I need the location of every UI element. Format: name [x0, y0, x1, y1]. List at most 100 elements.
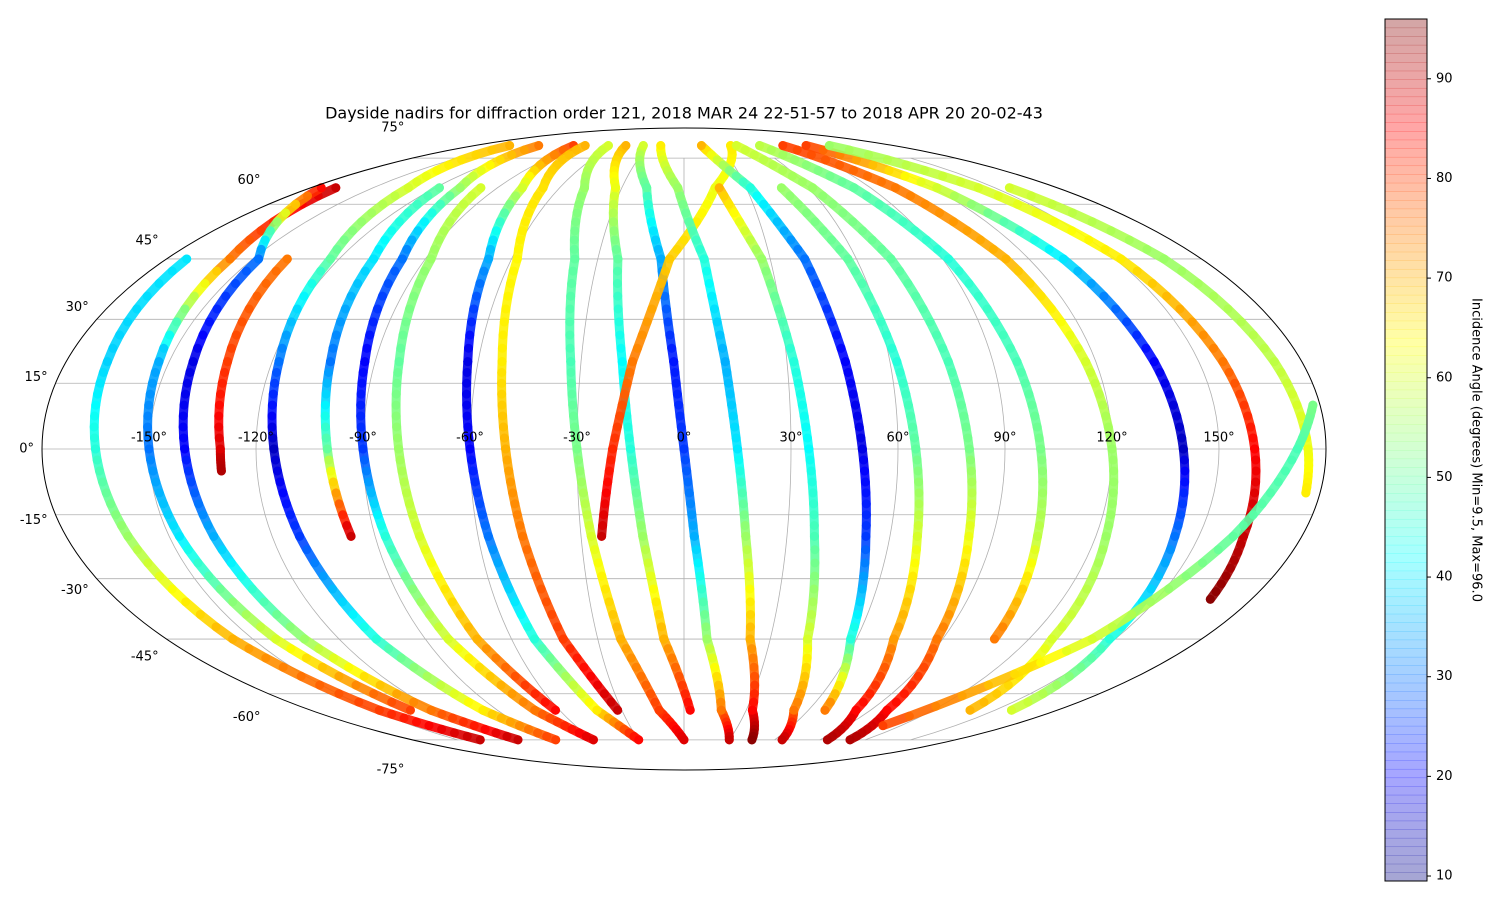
- nadir-point: [659, 635, 668, 644]
- nadir-point: [463, 357, 472, 366]
- nadir-point: [394, 445, 403, 454]
- nadir-point: [180, 445, 189, 454]
- nadir-point: [398, 254, 407, 263]
- nadir-point: [747, 735, 756, 744]
- nadir-point: [944, 254, 953, 263]
- nadir-point: [217, 466, 226, 475]
- nadir-point: [891, 183, 900, 192]
- nadir-point: [964, 532, 973, 541]
- nadir-point: [347, 532, 356, 541]
- y-tick-label: 60°: [238, 173, 261, 188]
- nadir-point: [189, 357, 198, 366]
- colorbar-step: [1385, 217, 1427, 226]
- nadir-point: [444, 635, 453, 644]
- nadir-point: [686, 706, 695, 715]
- colorbar-step: [1385, 347, 1427, 356]
- y-tick-label: 75°: [381, 121, 404, 136]
- nadir-point: [732, 141, 741, 150]
- x-tick-label: 60°: [886, 431, 909, 446]
- nadir-point: [861, 532, 870, 541]
- nadir-point: [359, 445, 368, 454]
- colorbar-step: [1385, 433, 1427, 442]
- colorbar-step: [1385, 372, 1427, 381]
- nadir-point: [913, 532, 922, 541]
- nadir-point: [326, 254, 335, 263]
- colorbar-step: [1385, 605, 1427, 614]
- nadir-point: [748, 706, 757, 715]
- nadir-point: [1033, 532, 1042, 541]
- nadir-point: [741, 532, 750, 541]
- x-tick-label: -30°: [563, 431, 591, 446]
- nadir-point: [725, 735, 734, 744]
- nadir-point: [849, 183, 858, 192]
- nadir-point: [456, 183, 465, 192]
- nadir-point: [1301, 488, 1310, 497]
- colorbar-step: [1385, 614, 1427, 623]
- nadir-point: [1088, 635, 1097, 644]
- nadir-point: [209, 532, 218, 541]
- nadir-point: [1170, 532, 1179, 541]
- nadir-point: [757, 254, 766, 263]
- nadir-point: [427, 254, 436, 263]
- x-tick-label: 0°: [677, 431, 692, 446]
- colorbar-step: [1385, 872, 1427, 881]
- nadir-point: [518, 532, 527, 541]
- nadir-point: [669, 357, 678, 366]
- colorbar-step: [1385, 191, 1427, 200]
- nadir-point: [1150, 357, 1159, 366]
- colorbar-step: [1385, 864, 1427, 873]
- nadir-point: [778, 141, 787, 150]
- nadir-point: [539, 183, 548, 192]
- colorbar-step: [1385, 622, 1427, 631]
- nadir-point: [858, 445, 867, 454]
- nadir-point: [717, 706, 726, 715]
- nadir-point: [1001, 254, 1010, 263]
- colorbar-step: [1385, 743, 1427, 752]
- nadir-point: [275, 357, 284, 366]
- nadir-point: [484, 532, 493, 541]
- nadir-point: [1160, 254, 1169, 263]
- nadir-point: [680, 445, 689, 454]
- colorbar-step: [1385, 812, 1427, 821]
- nadir-point: [639, 141, 648, 150]
- nadir-point: [803, 635, 812, 644]
- colorbar-step: [1385, 519, 1427, 528]
- colorbar-step: [1385, 786, 1427, 795]
- colorbar-step: [1385, 855, 1427, 864]
- colorbar-tick-label: 30: [1436, 669, 1453, 684]
- y-tick-label: -45°: [131, 650, 159, 665]
- nadir-point: [642, 183, 651, 192]
- colorbar-step: [1385, 226, 1427, 235]
- nadir-point: [573, 445, 582, 454]
- colorbar-step: [1385, 441, 1427, 450]
- nadir-point: [145, 445, 154, 454]
- nadir-point: [406, 706, 415, 715]
- nadir-point: [825, 141, 834, 150]
- nadir-point: [534, 141, 543, 150]
- nadir-point: [966, 706, 975, 715]
- nadir-point: [530, 635, 539, 644]
- nadir-point: [551, 706, 560, 715]
- nadir-point: [300, 635, 309, 644]
- nadir-point: [498, 357, 507, 366]
- colorbar-step: [1385, 252, 1427, 261]
- colorbar-step: [1385, 36, 1427, 45]
- y-tick-label: -75°: [377, 762, 405, 777]
- colorbar-step: [1385, 88, 1427, 97]
- colorbar-step: [1385, 467, 1427, 476]
- colorbar-tick-label: 40: [1436, 570, 1453, 585]
- nadir-point: [501, 445, 510, 454]
- colorbar-step: [1385, 131, 1427, 140]
- nadir-point: [331, 183, 340, 192]
- colorbar-step: [1385, 631, 1427, 640]
- nadir-point: [733, 445, 742, 454]
- nadir-point: [665, 254, 674, 263]
- nadir-point: [852, 706, 861, 715]
- nadir-point: [1036, 445, 1045, 454]
- nadir-point: [1108, 445, 1117, 454]
- nadir-point: [892, 357, 901, 366]
- colorbar-step: [1385, 666, 1427, 675]
- nadir-point: [580, 183, 589, 192]
- nadir-point: [755, 141, 764, 150]
